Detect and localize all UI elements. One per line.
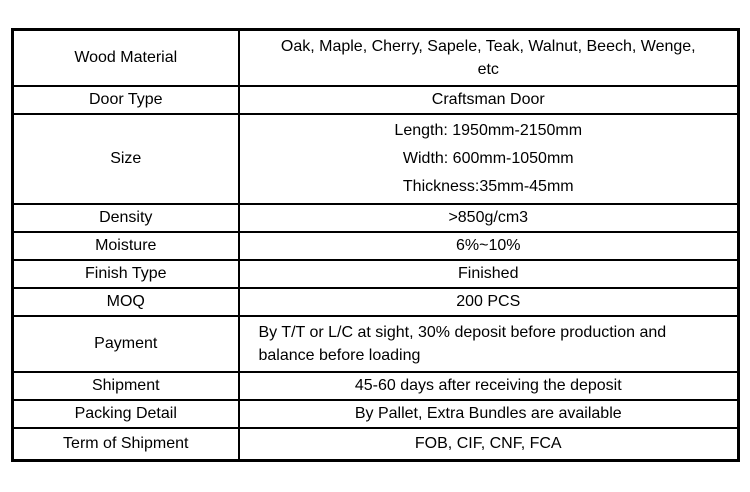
spec-label-finish-type: Finish Type [11,258,240,289]
product-spec-table: Wood Material Oak, Maple, Cherry, Sapele… [11,28,740,462]
table-row-finish-type: Finish Type Finished [11,258,740,289]
wood-material-line-1: Oak, Maple, Cherry, Sapele, Teak, Walnut… [280,37,696,55]
spec-value-size: Length: 1950mm-2150mm Width: 600mm-1050m… [237,112,740,205]
spec-label-density: Density [11,202,240,233]
spec-value-moq: 200 PCS [237,286,740,317]
spec-label-wood-material: Wood Material [11,28,240,87]
spec-value-moisture: 6%~10% [237,230,740,261]
size-width: Width: 600mm-1050mm [402,149,574,167]
table-row-payment: Payment By T/T or L/C at sight, 30% depo… [11,314,740,373]
spec-value-wood-material: Oak, Maple, Cherry, Sapele, Teak, Walnut… [237,28,740,87]
table-row-density: Density >850g/cm3 [11,202,740,233]
table-row-door-type: Door Type Craftsman Door [11,84,740,115]
spec-value-term-of-shipment: FOB, CIF, CNF, FCA [237,426,740,462]
wood-material-line-2: etc [477,60,499,78]
table-row-wood-material: Wood Material Oak, Maple, Cherry, Sapele… [11,28,740,87]
table-row-packing-detail: Packing Detail By Pallet, Extra Bundles … [11,398,740,429]
spec-label-packing-detail: Packing Detail [11,398,240,429]
spec-value-packing-detail: By Pallet, Extra Bundles are available [237,398,740,429]
payment-line-1: By T/T or L/C at sight, 30% deposit befo… [258,323,667,341]
spec-label-door-type: Door Type [11,84,240,115]
spec-value-density: >850g/cm3 [237,202,740,233]
spec-value-door-type: Craftsman Door [237,84,740,115]
spec-label-moq: MOQ [11,286,240,317]
spec-value-finish-type: Finished [237,258,740,289]
table-row-term-of-shipment: Term of Shipment FOB, CIF, CNF, FCA [11,426,740,462]
size-length: Length: 1950mm-2150mm [394,121,583,139]
spec-value-shipment: 45-60 days after receiving the deposit [237,370,740,401]
table-row-moq: MOQ 200 PCS [11,286,740,317]
payment-line-2: balance before loading [258,346,421,364]
spec-label-shipment: Shipment [11,370,240,401]
spec-value-payment: By T/T or L/C at sight, 30% deposit befo… [237,314,740,373]
table-row-shipment: Shipment 45-60 days after receiving the … [11,370,740,401]
size-thickness: Thickness:35mm-45mm [402,177,574,195]
spec-label-size: Size [11,112,240,205]
spec-label-moisture: Moisture [11,230,240,261]
spec-label-term-of-shipment: Term of Shipment [11,426,240,462]
table-row-moisture: Moisture 6%~10% [11,230,740,261]
spec-label-payment: Payment [11,314,240,373]
table-row-size: Size Length: 1950mm-2150mm Width: 600mm-… [11,112,740,205]
